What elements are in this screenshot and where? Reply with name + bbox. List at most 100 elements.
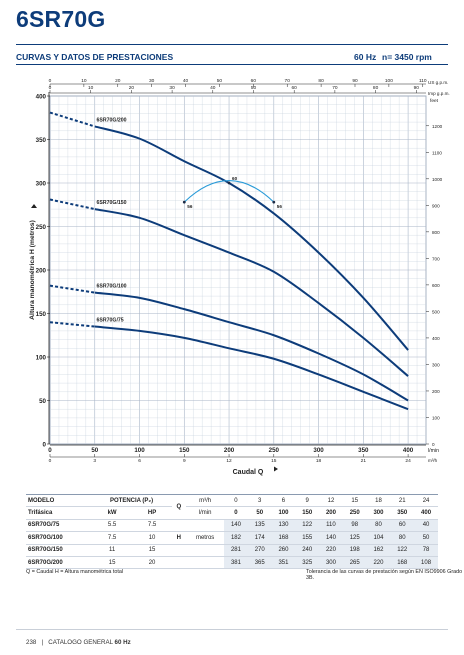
x-tick-label: 300 <box>313 447 324 454</box>
row-head-value: 365 <box>247 556 272 570</box>
row-head-value: 260 <box>271 544 296 557</box>
x-axis-label: Caudal Q <box>233 469 264 476</box>
x-tick-label: 400 <box>403 447 414 454</box>
section-title: CURVAS Y DATOS DE PRESTACIONES <box>16 52 174 62</box>
m3h-tick-label: 21 <box>361 458 367 464</box>
y-tick-label: 50 <box>39 398 46 405</box>
imp-gpm-tick-label: 0 <box>49 85 52 91</box>
empty-cell <box>171 519 187 533</box>
x-tick-label: 200 <box>224 447 235 454</box>
efficiency-label: 56 <box>187 204 193 209</box>
imp-gpm-tick-label: 50 <box>251 85 257 91</box>
m3h-tick-label: 0 <box>49 458 52 464</box>
row-head-value: 140 <box>319 531 343 545</box>
us-gpm-tick-label: 60 <box>251 78 257 84</box>
m3h-tick-label: 6 <box>138 458 141 464</box>
row-head-value: 40 <box>414 519 438 533</box>
header-rule <box>16 44 448 45</box>
row-head-value: 168 <box>271 531 296 545</box>
table-row: 6SR70G/75 5.5 7.5 140 135 130 122 110 98 80 60 40 <box>26 519 438 533</box>
frequency-label: 60 Hz <box>354 52 377 62</box>
series-label-6SR70G/150: 6SR70G/150 <box>97 200 127 206</box>
row-head-value: 198 <box>342 544 367 557</box>
header-m3h-value: 6 <box>271 493 296 508</box>
x-unit-label: l/min <box>428 448 439 454</box>
row-head-value: 98 <box>342 519 367 533</box>
us-gpm-tick-label: 30 <box>149 78 155 84</box>
m3h-tick-label: 24 <box>405 458 411 464</box>
feet-tick-label: 0 <box>432 442 435 447</box>
row-hp: 20 <box>132 556 172 570</box>
row-head-value: 104 <box>366 531 391 545</box>
row-head-value: 110 <box>319 519 343 533</box>
row-head-value: 300 <box>319 556 343 570</box>
row-head-value: 182 <box>224 531 248 545</box>
header-m3h-value: 24 <box>414 493 438 508</box>
header-lmin-unit: l/min <box>186 506 225 520</box>
row-head-value: 60 <box>390 519 415 533</box>
feet-tick-label: 700 <box>432 256 440 261</box>
efficiency-point <box>182 200 186 204</box>
header-m3h-value: 9 <box>295 493 320 508</box>
x-tick-label: 50 <box>91 447 98 454</box>
series-label-6SR70G/200: 6SR70G/200 <box>97 117 127 123</box>
header-m3h-unit: m³/h <box>186 493 225 508</box>
footer-separator: | <box>41 639 44 646</box>
header-lmin-value: 250 <box>342 506 367 520</box>
page-title: 6SR70G <box>16 6 106 32</box>
row-model: 6SR70G/100 <box>26 531 92 545</box>
header-lmin-value: 400 <box>414 506 438 520</box>
catalog-frequency: 60 Hz <box>114 639 131 646</box>
row-head-value: 240 <box>295 544 320 557</box>
row-kw: 11 <box>91 544 133 557</box>
y-tick-label: 150 <box>36 311 47 318</box>
x-tick-label: 0 <box>48 447 52 454</box>
row-head-value: 168 <box>390 556 415 570</box>
header-kw: kW <box>91 506 133 520</box>
y-tick-label: 0 <box>43 442 47 449</box>
imp-gpm-tick-label: 60 <box>292 85 298 91</box>
table-header-row: Trifásica kW HP l/min 0 50 100 150 200 250 300 350 4… <box>26 506 438 520</box>
m3h-tick-label: 15 <box>271 458 277 464</box>
row-head-value: 174 <box>247 531 272 545</box>
y-axis-label: Altura manométrica H (metros) <box>29 220 36 320</box>
us-gpm-tick-label: 50 <box>217 78 223 84</box>
series-line-6SR70G/150 <box>94 208 409 377</box>
header-m3h-value: 21 <box>390 493 415 508</box>
row-head-value: 155 <box>295 531 320 545</box>
empty-cell <box>171 556 187 570</box>
row-head-value: 78 <box>414 544 438 557</box>
row-head-value: 220 <box>319 544 343 557</box>
row-head-value: 122 <box>295 519 320 533</box>
header-m3h-value: 3 <box>247 493 272 508</box>
empty-cell <box>186 544 225 557</box>
row-head-value: 135 <box>247 519 272 533</box>
m3h-tick-label: 12 <box>226 458 232 464</box>
us-gpm-tick-label: 80 <box>318 78 324 84</box>
row-hp: 7.5 <box>132 519 172 533</box>
imp-gpm-tick-label: 10 <box>88 85 94 91</box>
series-label-6SR70G/75: 6SR70G/75 <box>97 318 124 324</box>
y-tick-label: 250 <box>36 224 47 231</box>
speed-label: n= 3450 rpm <box>382 52 432 62</box>
header-potencia: POTENCIA (P₂) <box>91 493 172 508</box>
header-q-symbol: Q <box>171 494 187 520</box>
imp-gpm-tick-label: 80 <box>373 85 379 91</box>
feet-tick-label: 900 <box>432 203 440 208</box>
x-axis-arrow <box>274 466 278 472</box>
feet-tick-label: 1100 <box>432 150 442 155</box>
header-trifasica: Trifásica <box>26 506 92 520</box>
row-head-value: 50 <box>414 531 438 545</box>
catalog-name: CATALOGO GENERAL <box>48 639 113 646</box>
m3h-unit-label: m³/h <box>428 458 438 463</box>
header-m3h-value: 15 <box>342 493 367 508</box>
y-axis-arrow <box>31 204 37 208</box>
feet-unit-label: feet <box>430 98 439 104</box>
y-tick-label: 300 <box>36 181 47 188</box>
row-head-value: 220 <box>366 556 391 570</box>
imp-gpm-tick-label: 20 <box>129 85 135 91</box>
feet-tick-label: 600 <box>432 283 440 288</box>
x-tick-label: 150 <box>179 447 190 454</box>
x-tick-label: 350 <box>358 447 369 454</box>
